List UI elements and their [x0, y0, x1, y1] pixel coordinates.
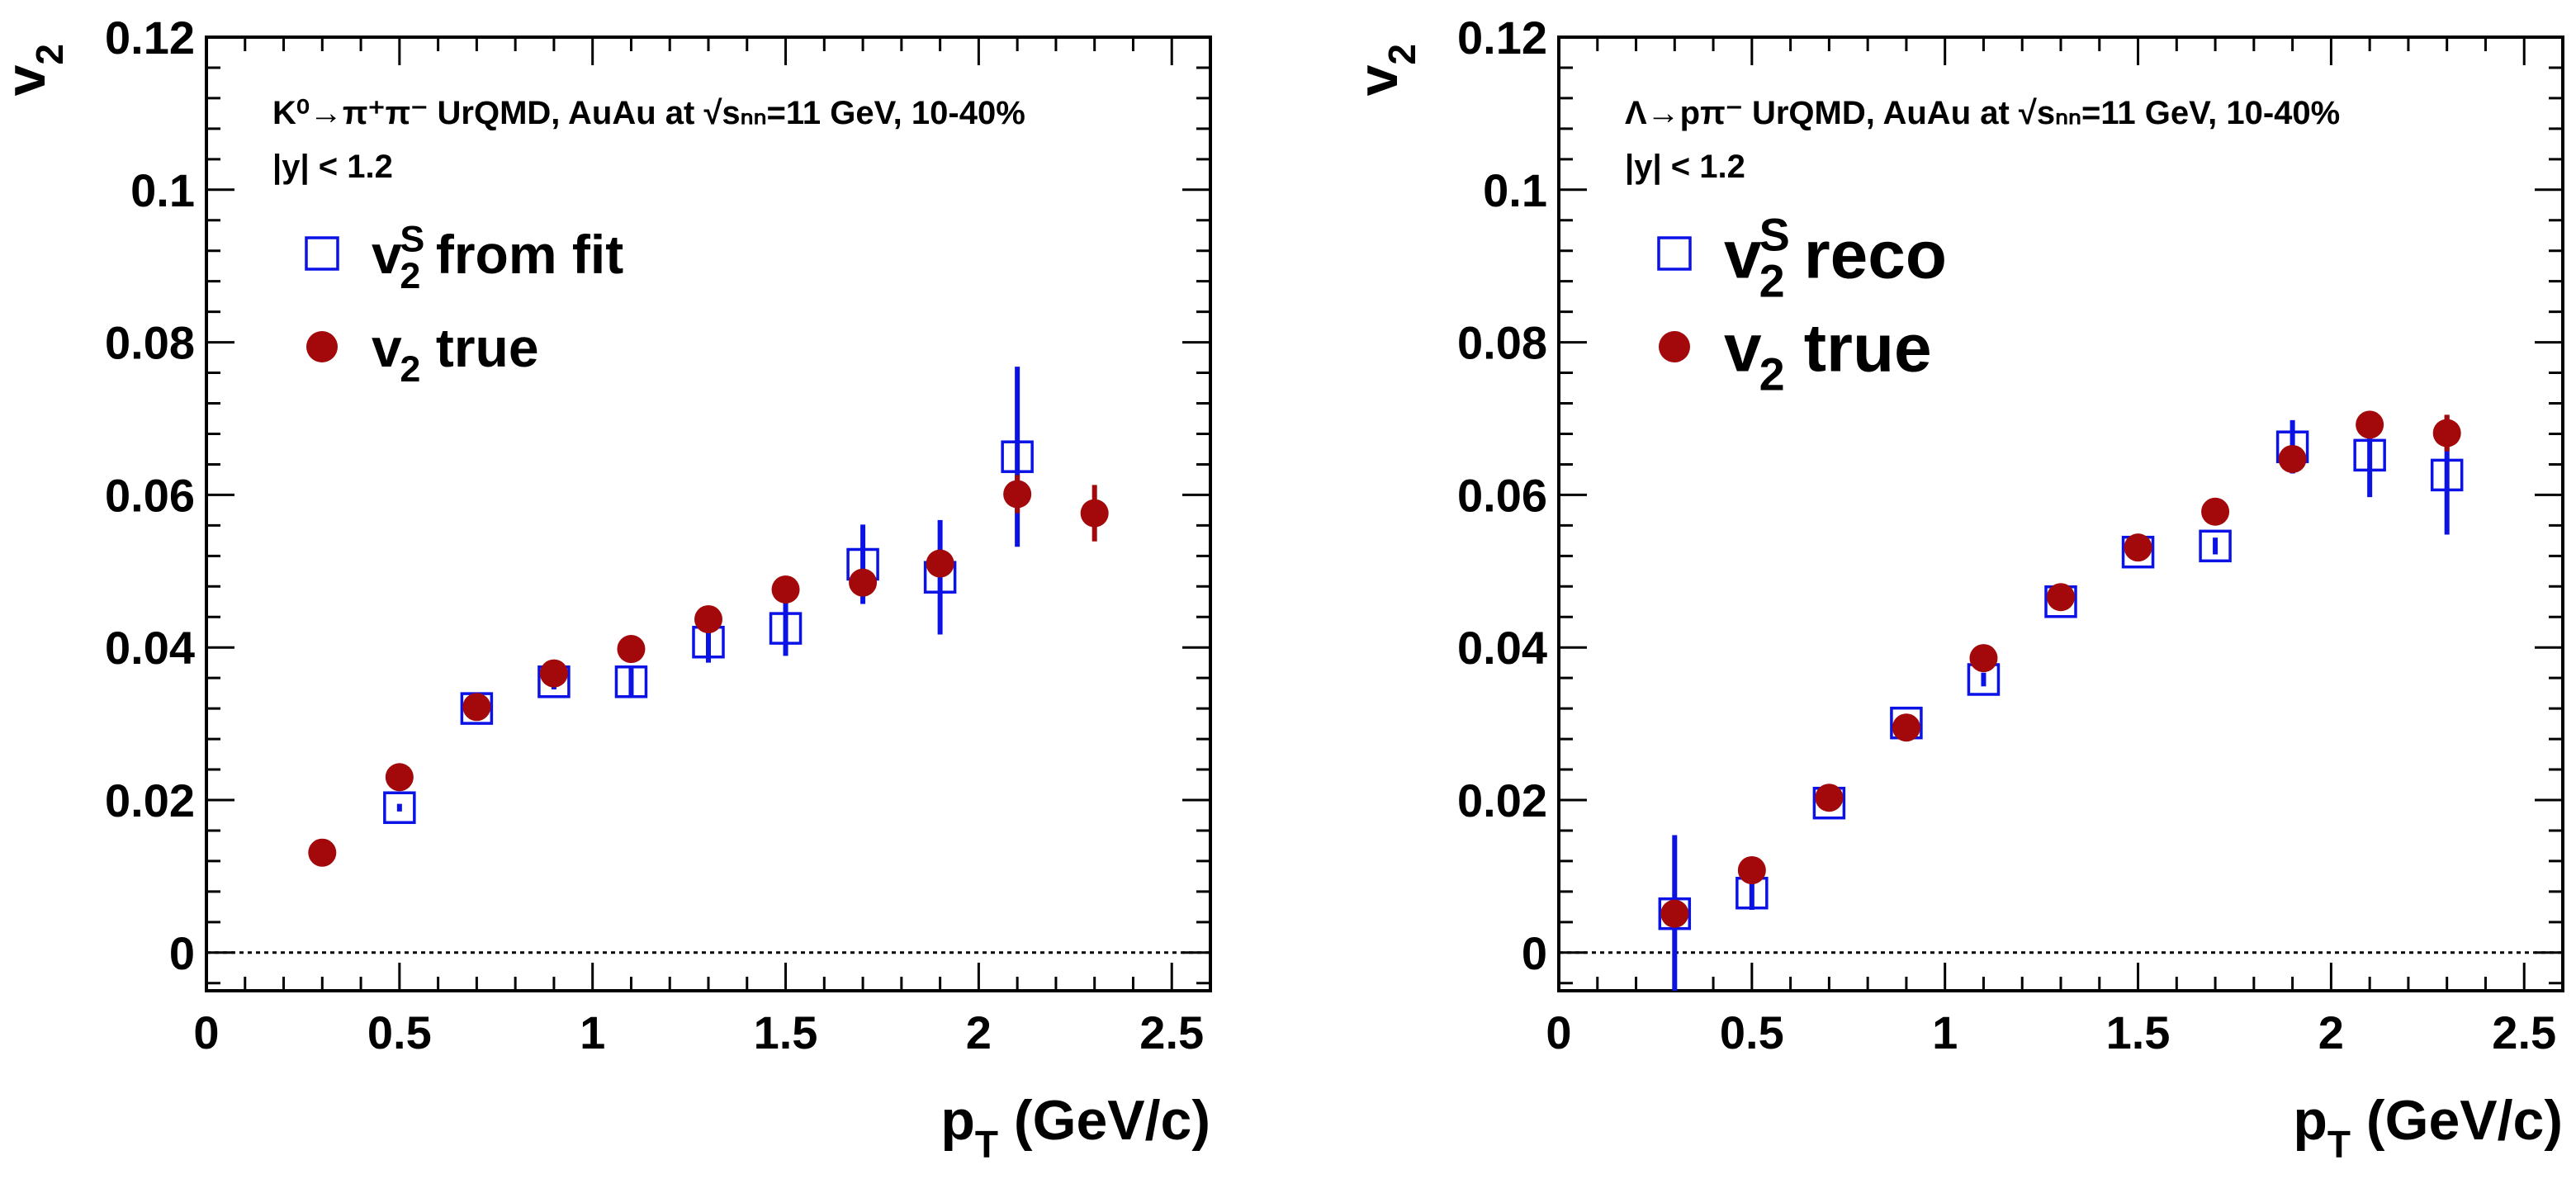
- process-annotation: Λ→pπ⁻ UrQMD, AuAu at √sₙₙ=11 GeV, 10-40%: [1625, 95, 2340, 131]
- x-tick-label: 1.5: [2106, 1006, 2171, 1058]
- x-tick-label: 2: [2318, 1006, 2344, 1058]
- legend-entry-1: v2S from fit: [305, 217, 623, 296]
- legend-symbol: v: [1724, 311, 1762, 386]
- x-tick-label: 0: [1546, 1006, 1571, 1058]
- legend-marker-circle: [306, 331, 338, 362]
- data-point-circle: [1737, 856, 1766, 885]
- x-tick-label: 1: [1932, 1006, 1958, 1058]
- data-point-square: [1001, 440, 1034, 473]
- data-point-circle: [1969, 644, 1998, 673]
- legend-symbol: v: [1724, 218, 1762, 293]
- y-tick-label: 0.06: [105, 469, 195, 521]
- data-point-square: [2430, 458, 2464, 492]
- legend-subscript: 2: [400, 254, 420, 296]
- y-tick-label: 0: [169, 927, 195, 979]
- rapidity-cut-annotation: |y| < 1.2: [272, 149, 393, 185]
- legend-marker-square: [1657, 236, 1692, 271]
- x-tick-label: 2: [966, 1006, 992, 1058]
- legend-symbol: v: [372, 224, 402, 285]
- data-point-circle: [2124, 533, 2152, 562]
- x-axis-title: pT (GeV/c): [940, 1089, 1210, 1166]
- x-tick-label: 0.5: [367, 1006, 432, 1058]
- y-tick-label: 0.02: [105, 774, 195, 826]
- data-point-circle: [926, 549, 954, 578]
- x-tick-label: 0: [193, 1006, 219, 1058]
- y-tick-label: 0.08: [105, 317, 195, 369]
- legend-label: reco: [1804, 218, 1947, 293]
- y-tick-label: 0.1: [130, 164, 195, 216]
- legend-entry-2: v2 true: [306, 317, 539, 390]
- y-tick-label: 0.1: [1483, 164, 1547, 216]
- legend-subscript: 2: [1759, 255, 1785, 306]
- data-point-circle: [1815, 784, 1844, 812]
- data-point-circle: [694, 605, 722, 634]
- legend-superscript: S: [1759, 210, 1790, 261]
- data-point-circle: [1080, 499, 1109, 528]
- data-point-circle: [308, 838, 337, 867]
- y-tick-label: 0.04: [1457, 622, 1547, 674]
- x-axis-title: pT (GeV/c): [2293, 1089, 2563, 1166]
- data-point-circle: [1892, 713, 1920, 742]
- series-v2-true: [1660, 410, 2461, 928]
- legend-marker-circle: [1659, 331, 1690, 362]
- x-tick-label: 1.5: [754, 1006, 818, 1058]
- y-tick-label: 0.12: [1457, 12, 1547, 64]
- data-point-square: [1658, 897, 1692, 930]
- y-tick-label: 0.04: [105, 622, 195, 674]
- data-point-circle: [1660, 899, 1689, 928]
- y-tick-label: 0.02: [1457, 774, 1547, 826]
- legend-marker-square: [305, 236, 339, 271]
- legend-entry-2: v2 true: [1659, 311, 1932, 400]
- data-point-circle: [462, 693, 491, 722]
- y-tick-label: 0.12: [105, 12, 195, 64]
- legend-superscript: S: [400, 217, 424, 259]
- series-v2s-from-fit: [383, 367, 1034, 824]
- legend-subscript: 2: [1759, 348, 1785, 400]
- legend-entry-1: v2S reco: [1657, 210, 1947, 306]
- rapidity-cut-annotation: |y| < 1.2: [1625, 149, 1745, 185]
- data-point-square: [383, 791, 416, 824]
- series-v2-true: [308, 475, 1109, 867]
- series-v2s-reco: [1658, 413, 2464, 991]
- data-point-circle: [771, 575, 800, 604]
- data-point-circle: [2047, 583, 2075, 612]
- data-point-circle: [617, 635, 646, 664]
- legend-subscript: 2: [400, 348, 420, 390]
- y-tick-label: 0: [1522, 927, 1547, 979]
- legend-symbol: v: [372, 317, 402, 378]
- x-tick-label: 1: [580, 1006, 605, 1058]
- legend-label: true: [436, 317, 539, 378]
- data-point-circle: [385, 763, 414, 792]
- legend-label: true: [1804, 311, 1932, 386]
- y-axis-title: v2: [1347, 44, 1423, 96]
- x-tick-label: 2.5: [1139, 1006, 1204, 1058]
- y-axis-title: v2: [0, 44, 71, 96]
- data-point-square: [769, 612, 803, 645]
- data-point-circle: [2356, 410, 2384, 439]
- data-point-square: [614, 665, 648, 698]
- chart-panel-2: 0 0.5 1 1.5 2 2.5 0 0.02 0.04 0.06 0.08 0.1 0.12 pT (…: [1347, 12, 2564, 1166]
- y-tick-label: 0.06: [1457, 469, 1547, 521]
- data-point-circle: [539, 659, 568, 688]
- data-point-circle: [2201, 497, 2230, 526]
- data-point-circle: [2278, 444, 2307, 473]
- legend-label: from fit: [436, 224, 623, 285]
- data-point-square: [2353, 438, 2386, 472]
- y-tick-label: 0.08: [1457, 317, 1547, 369]
- x-tick-label: 0.5: [1720, 1006, 1784, 1058]
- data-point-square: [2199, 529, 2232, 563]
- x-tick-label: 2.5: [2492, 1006, 2556, 1058]
- chart-panel-1: 0 0.5 1 1.5 2 2.5 0 0.02 0.04 0.06 0.08 0.1 0.12 pT (…: [0, 12, 1212, 1166]
- data-point-circle: [2432, 419, 2461, 447]
- process-annotation: K⁰→π⁺π⁻ UrQMD, AuAu at √sₙₙ=11 GeV, 10-4…: [272, 95, 1025, 131]
- data-point-circle: [1003, 480, 1032, 509]
- data-point-circle: [849, 568, 878, 597]
